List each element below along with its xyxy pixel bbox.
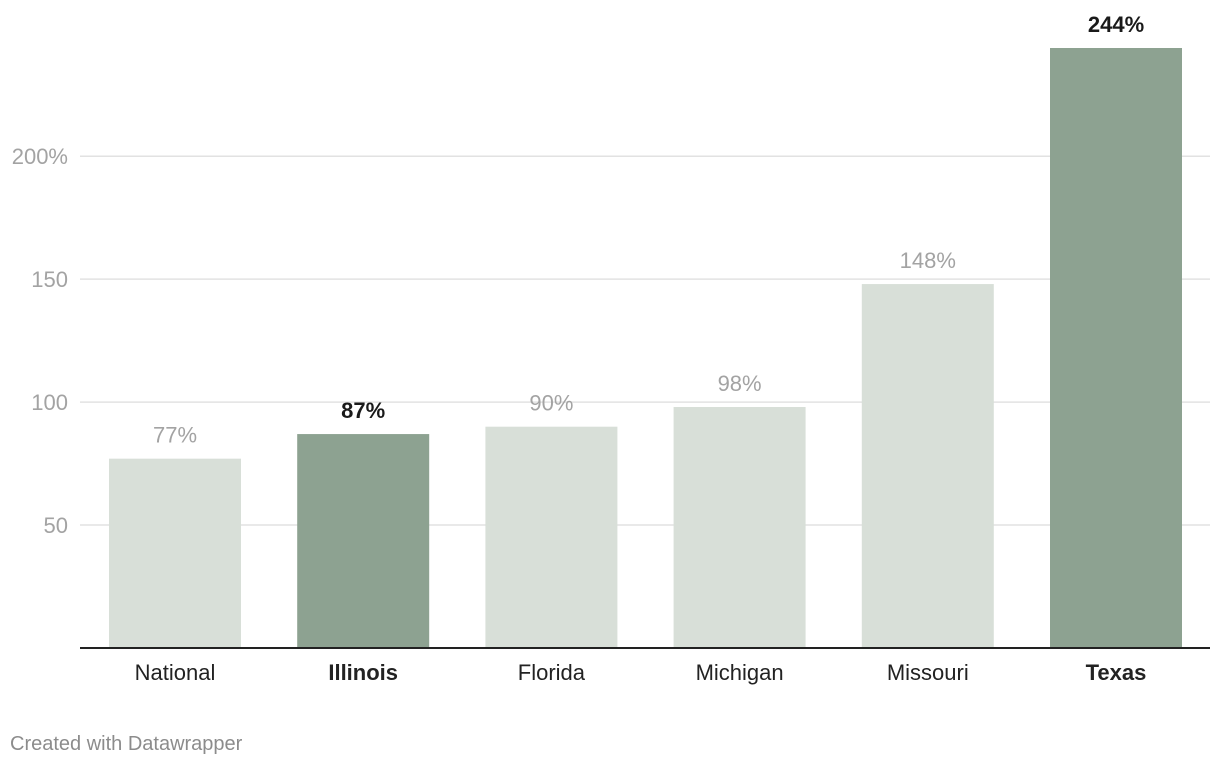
gridlines: [80, 155, 1210, 526]
bar-missouri: [861, 284, 994, 648]
category-label: Texas: [1086, 660, 1147, 685]
x-axis-category-labels: National Illinois Florida Michigan Missouri T…: [135, 660, 1147, 685]
category-label: National: [135, 660, 216, 685]
category-label: Illinois: [328, 660, 398, 685]
value-label: 87%: [341, 398, 385, 423]
datawrapper-credit: Created with Datawrapper: [10, 733, 243, 755]
bars: [109, 48, 1182, 648]
bar-michigan: [673, 407, 806, 648]
bar-texas: [1050, 48, 1182, 648]
value-label: 77%: [153, 423, 197, 448]
value-label: 148%: [900, 248, 956, 273]
value-label: 90%: [529, 391, 573, 416]
y-tick-label: 200%: [12, 144, 68, 169]
category-label: Michigan: [696, 660, 784, 685]
y-axis-tick-labels: 50 100 150 200%: [12, 144, 68, 538]
y-tick-label: 50: [44, 513, 68, 538]
category-label: Missouri: [887, 660, 969, 685]
category-label: Florida: [518, 660, 586, 685]
value-labels: 77% 87% 90% 98% 148% 244%: [153, 12, 1144, 448]
bar-illinois: [297, 434, 430, 648]
y-tick-label: 100: [31, 390, 68, 415]
bar-national: [109, 458, 241, 648]
y-tick-label: 150: [31, 267, 68, 292]
bar-chart: 50 100 150 200% 77% 87% 90% 98% 148% 244% Nation…: [12, 12, 1210, 685]
value-label: 244%: [1088, 12, 1144, 37]
value-label: 98%: [718, 371, 762, 396]
bar-florida: [485, 426, 618, 648]
